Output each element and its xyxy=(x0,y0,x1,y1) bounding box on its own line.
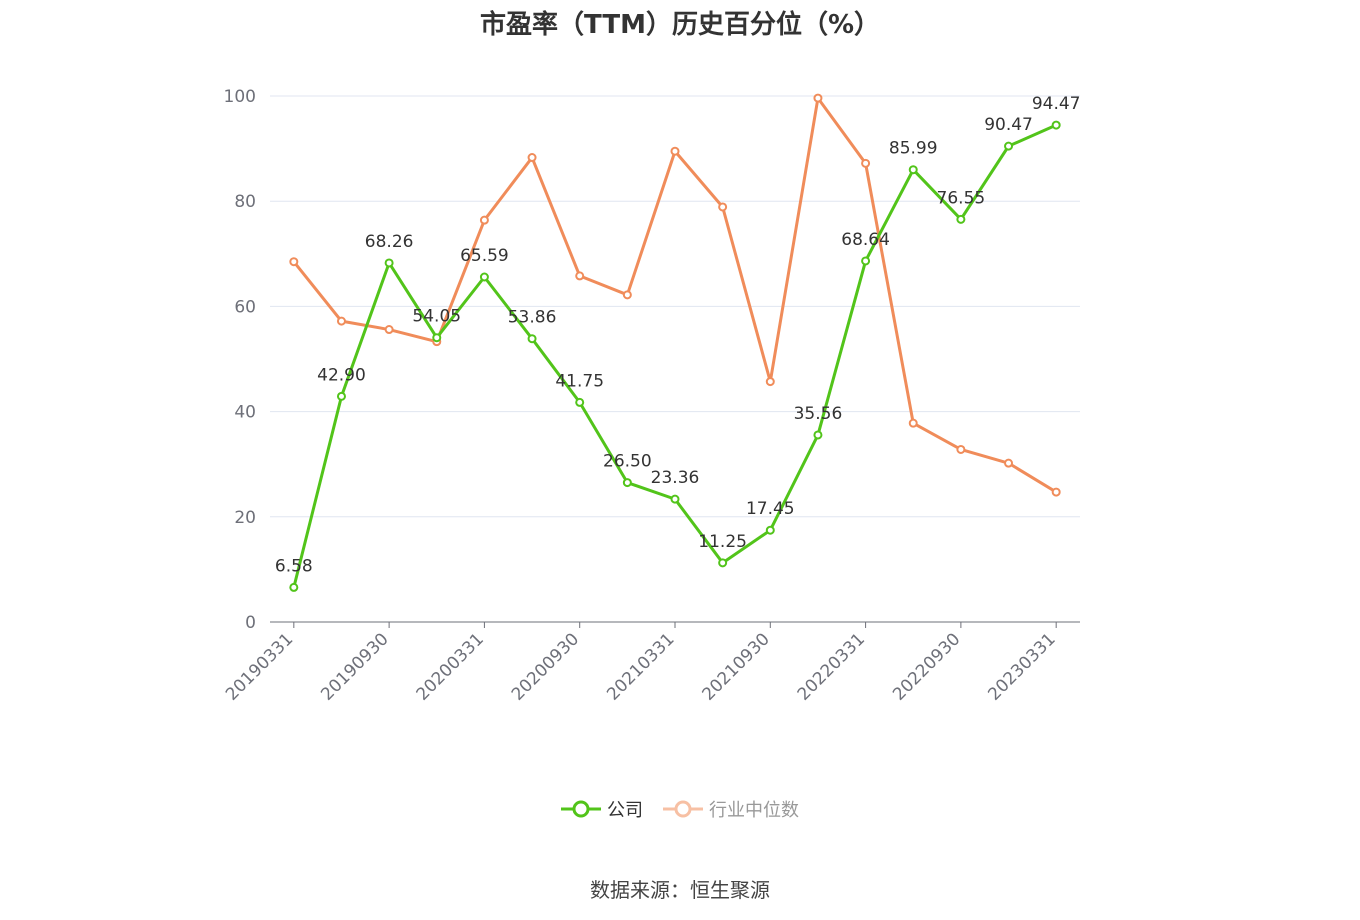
data-label: 90.47 xyxy=(984,115,1033,135)
legend-company-marker-icon xyxy=(561,800,601,818)
data-point-industry xyxy=(622,290,632,300)
data-point-company xyxy=(622,478,632,488)
x-tick-label: 20210331 xyxy=(603,629,678,704)
data-point-company xyxy=(956,214,966,224)
data-point-company xyxy=(1004,141,1014,151)
legend-item-industry[interactable]: 行业中位数 xyxy=(663,796,799,822)
legend-label-company: 公司 xyxy=(607,800,643,821)
data-point-company xyxy=(384,258,394,268)
x-tick-label: 20210930 xyxy=(699,629,774,704)
data-label: 6.58 xyxy=(275,556,313,576)
legend-item-company[interactable]: 公司 xyxy=(561,796,643,822)
data-label: 76.55 xyxy=(937,188,986,208)
data-point-industry xyxy=(336,316,346,326)
y-tick-label: 60 xyxy=(234,297,256,317)
data-point-company xyxy=(479,272,489,282)
data-label: 23.36 xyxy=(651,468,700,488)
data-label: 17.45 xyxy=(746,499,795,519)
legend: 公司 行业中位数 xyxy=(0,796,1360,822)
data-point-company xyxy=(527,334,537,344)
data-label: 54.05 xyxy=(412,307,461,327)
x-tick-label: 20190331 xyxy=(222,629,297,704)
data-point-company xyxy=(908,165,918,175)
data-label: 85.99 xyxy=(889,139,938,159)
data-point-industry xyxy=(384,325,394,335)
data-point-industry xyxy=(956,444,966,454)
data-label: 68.26 xyxy=(365,232,414,252)
x-tick-label: 20230331 xyxy=(984,629,1059,704)
data-point-company xyxy=(765,525,775,535)
y-tick-label: 40 xyxy=(234,403,256,423)
data-point-company xyxy=(861,256,871,266)
data-label: 26.50 xyxy=(603,452,652,472)
data-label: 35.56 xyxy=(794,404,843,424)
data-point-company xyxy=(432,333,442,343)
data-point-company xyxy=(718,558,728,568)
x-tick-label: 20220930 xyxy=(889,629,964,704)
data-label: 42.90 xyxy=(317,365,366,385)
data-source: 数据来源：恒生聚源 xyxy=(590,878,770,902)
y-tick-label: 100 xyxy=(224,87,256,107)
data-point-industry xyxy=(527,153,537,163)
data-point-company xyxy=(289,582,299,592)
data-point-industry xyxy=(575,271,585,281)
y-tick-label: 80 xyxy=(234,192,256,212)
data-point-industry xyxy=(765,377,775,387)
data-point-company xyxy=(670,494,680,504)
x-tick-label: 20200930 xyxy=(508,629,583,704)
data-point-industry xyxy=(908,418,918,428)
chart-title: 市盈率（TTM）历史百分位（%） xyxy=(480,10,880,40)
y-tick-label: 20 xyxy=(234,508,256,528)
data-point-industry xyxy=(479,215,489,225)
data-label: 41.75 xyxy=(555,371,604,391)
data-label: 65.59 xyxy=(460,246,509,266)
x-tick-label: 20220331 xyxy=(794,629,869,704)
y-tick-label: 0 xyxy=(245,613,256,633)
line-chart: 0 20 40 60 80 100 20190331 20190930 20200331 2020… xyxy=(222,87,1081,705)
data-point-industry xyxy=(1004,458,1014,468)
data-point-industry xyxy=(289,257,299,267)
data-point-industry xyxy=(718,202,728,212)
data-point-industry xyxy=(861,158,871,168)
legend-industry-marker-icon xyxy=(663,800,703,818)
data-label: 94.47 xyxy=(1032,94,1081,114)
data-label: 11.25 xyxy=(698,532,747,552)
data-point-industry xyxy=(670,146,680,156)
x-tick-label: 20200331 xyxy=(413,629,488,704)
data-label: 68.64 xyxy=(841,230,890,250)
data-point-industry xyxy=(1051,487,1061,497)
data-point-company xyxy=(1051,120,1061,130)
data-point-company xyxy=(813,430,823,440)
data-label: 53.86 xyxy=(508,308,557,328)
data-point-industry xyxy=(813,93,823,103)
data-point-company xyxy=(336,391,346,401)
data-point-company xyxy=(575,397,585,407)
x-tick-label: 20190930 xyxy=(317,629,392,704)
legend-label-industry: 行业中位数 xyxy=(709,800,799,821)
